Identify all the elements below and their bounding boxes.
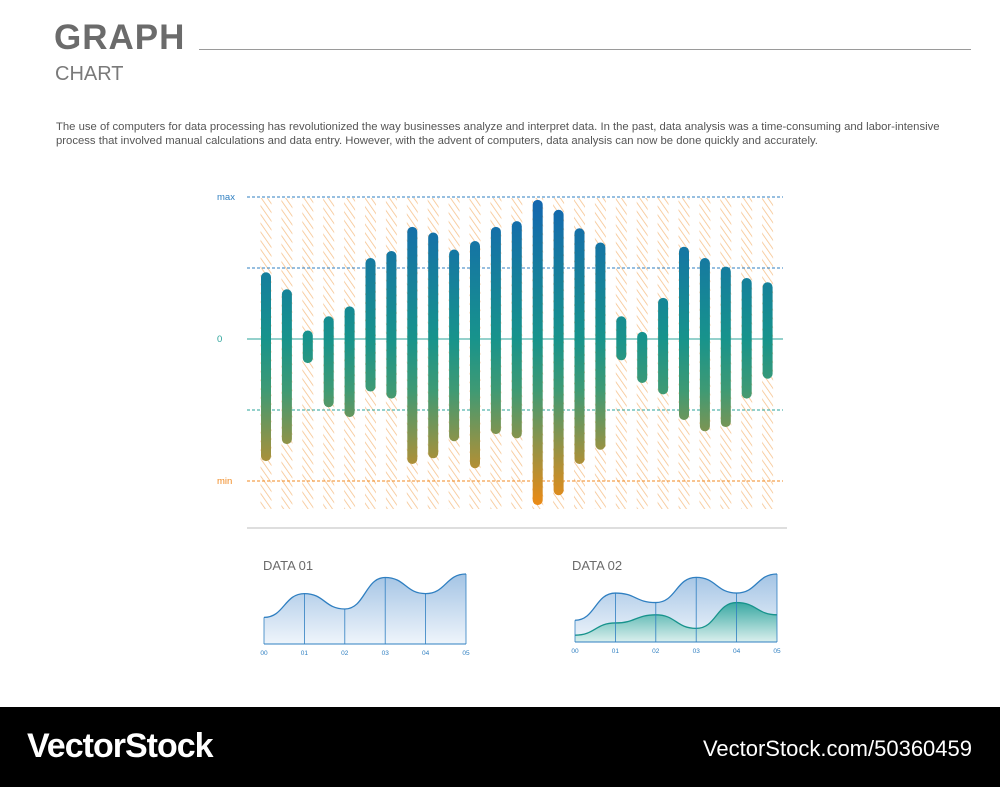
range-bar: [658, 297, 669, 395]
range-bar: [323, 316, 334, 408]
range-bar: [261, 272, 271, 462]
range-bar: [490, 226, 501, 435]
range-bar: [741, 277, 752, 399]
range-bar: [470, 241, 480, 469]
mini-tick-label: 00: [571, 648, 579, 655]
range-bar: [679, 246, 689, 420]
range-bar: [574, 228, 585, 464]
mini-chart-data-01: 00 01 02 03 04 05: [260, 573, 470, 657]
mini-tick-label: 01: [301, 650, 309, 657]
range-bar: [386, 250, 397, 399]
footer-bar: VectorStock VectorStock.com/50360459: [0, 707, 1000, 787]
range-bar: [637, 331, 648, 384]
range-bar: [344, 306, 355, 418]
range-bar: [616, 316, 627, 361]
page-title: GRAPH: [54, 18, 186, 57]
mini-tick-label: 01: [612, 648, 620, 655]
y-label-min: min: [217, 476, 232, 487]
mini-tick-label: 02: [341, 650, 349, 657]
range-bar: [365, 258, 376, 392]
range-bar: [407, 226, 418, 464]
mini-tick-label: 05: [773, 648, 781, 655]
mini-tick-label: 03: [693, 648, 701, 655]
range-bar: [511, 221, 522, 439]
mini-chart-title-1: DATA 01: [263, 558, 314, 573]
chart-canvas: max 0 min 00 01 02 03 04 05 00 01 02 03 04 05: [217, 192, 787, 657]
title-rule: [199, 49, 971, 50]
range-bar: [449, 249, 460, 442]
range-bar: [302, 330, 313, 364]
mini-tick-label: 05: [462, 650, 470, 657]
range-bar: [553, 209, 564, 496]
area-fill: [264, 574, 466, 644]
mini-tick-label: 02: [652, 648, 660, 655]
y-label-zero: 0: [217, 334, 222, 345]
range-bar: [428, 232, 439, 459]
mini-chart-title-2: DATA 02: [572, 558, 623, 573]
mini-tick-label: 04: [733, 648, 741, 655]
brand-logo: VectorStock: [27, 727, 214, 765]
series-line: [574, 573, 778, 621]
series-line: [574, 601, 778, 636]
page-subtitle: CHART: [55, 63, 124, 85]
range-bar: [699, 258, 710, 432]
range-bar-chart: max 0 min: [217, 192, 787, 529]
footer-url: VectorStock.com/50360459: [702, 736, 972, 761]
y-label-max: max: [217, 192, 235, 203]
range-bar: [532, 199, 543, 506]
mini-tick-label: 00: [260, 650, 268, 657]
mini-tick-label: 03: [382, 650, 390, 657]
mini-chart-data-02: 00 01 02 03 04 05: [571, 573, 781, 655]
mini-tick-label: 04: [422, 650, 430, 657]
range-bar: [595, 242, 606, 450]
range-bar: [762, 282, 773, 379]
range-bar: [281, 289, 292, 445]
range-bar: [720, 266, 731, 428]
description-text: The use of computers for data processing…: [56, 121, 940, 147]
series-line: [263, 573, 467, 619]
